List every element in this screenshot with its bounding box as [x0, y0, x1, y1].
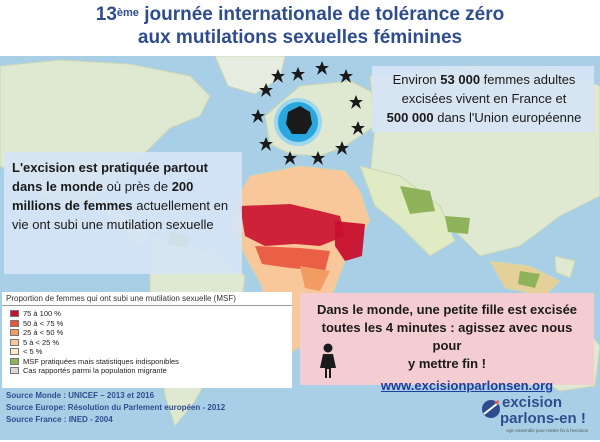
- eu-text-3: excisées vivent en France et: [401, 91, 567, 106]
- legend-item: 50 à < 75 %: [2, 319, 292, 329]
- world-bold-1: L'excision est pratiquée partout dans le…: [12, 160, 208, 194]
- legend-item: MSF pratiquées mais statistiques indispo…: [2, 357, 292, 367]
- legend-label: Cas rapportés parmi la population migran…: [23, 366, 167, 376]
- legend-label: MSF pratiquées mais statistiques indispo…: [23, 356, 179, 366]
- eu-number-eu: 500 000: [386, 110, 434, 125]
- logo-mark-icon: [482, 400, 500, 418]
- world-text-1: où près de: [103, 179, 172, 194]
- title-line2: aux mutilations sexuelles féminines: [137, 27, 463, 48]
- cta-line2: toutes les 4 minutes : agissez avec nous…: [321, 320, 573, 353]
- world-info-box: L'excision est pratiquée partout dans le…: [4, 152, 242, 274]
- france-shape: [286, 106, 312, 134]
- greenland: [214, 56, 286, 95]
- eu-text-2: femmes adultes: [480, 72, 576, 87]
- title-superscript: ème: [116, 7, 139, 19]
- legend-swatch: [10, 329, 19, 337]
- page-title: 13ème journée internationale de toléranc…: [0, 4, 600, 50]
- legend-title: Proportion de femmes qui ont subi une mu…: [2, 292, 292, 306]
- website-link[interactable]: www.excisionparlonsen.org: [380, 378, 554, 393]
- title-number: 13: [95, 4, 117, 25]
- logo-word2: parlons-en !: [500, 410, 586, 427]
- eu-text-1: Environ: [392, 72, 441, 87]
- cta-line1: Dans le monde, une petite fille est exci…: [316, 302, 578, 317]
- legend-item: 5 à < 25 %: [2, 338, 292, 348]
- eu-number-france: 53 000: [440, 72, 481, 87]
- source-world: Source Monde : UNICEF – 2013 et 2016: [6, 391, 155, 400]
- map-legend: Proportion de femmes qui ont subi une mu…: [2, 292, 292, 388]
- woman-icon: [320, 343, 336, 378]
- title-line1: journée internationale de tolérance zéro: [138, 4, 505, 25]
- logo: excision parlons-en ! Agir ensemble pour…: [478, 390, 596, 438]
- eu-text-5: dans l'Union européenne: [433, 110, 582, 125]
- legend-label: 25 à < 50 %: [23, 328, 64, 338]
- legend-swatch: [10, 357, 19, 365]
- sources-block: Source Monde : UNICEF – 2013 et 2016 Sou…: [6, 390, 225, 426]
- legend-item: < 5 %: [2, 347, 292, 357]
- legend-label: 50 à < 75 %: [23, 318, 64, 328]
- cta-line3: y mettre fin !: [407, 356, 486, 371]
- eu-stars: [251, 61, 365, 165]
- legend-item: Cas rapportés parmi la population migran…: [2, 366, 292, 376]
- legend-label: 5 à < 25 %: [23, 337, 60, 347]
- legend-label: < 5 %: [23, 347, 43, 357]
- world-bold-2: 200 millions de femmes: [12, 179, 194, 213]
- legend-item: 75 à 100 %: [2, 309, 292, 319]
- source-france: Source France : INED - 2004: [6, 415, 113, 424]
- legend-swatch: [10, 338, 19, 346]
- logo-word1: excision: [502, 394, 563, 411]
- legend-swatch: [10, 319, 19, 327]
- legend-label: 75 à 100 %: [23, 309, 61, 319]
- legend-item: 25 à < 50 %: [2, 328, 292, 338]
- eu-info-box: Environ 53 000 femmes adultes excisées v…: [372, 66, 594, 132]
- legend-swatch: [10, 348, 19, 356]
- source-europe: Source Europe: Résolution du Parlement e…: [6, 403, 226, 412]
- legend-swatch: [10, 310, 19, 318]
- call-to-action-box: Dans le monde, une petite fille est exci…: [300, 293, 594, 393]
- world-text-2: actuellement en vie ont subi une mutilat…: [12, 198, 229, 232]
- logo-tagline: Agir ensemble pour mettre fin à l'excisi…: [506, 428, 589, 433]
- legend-swatch: [10, 367, 19, 375]
